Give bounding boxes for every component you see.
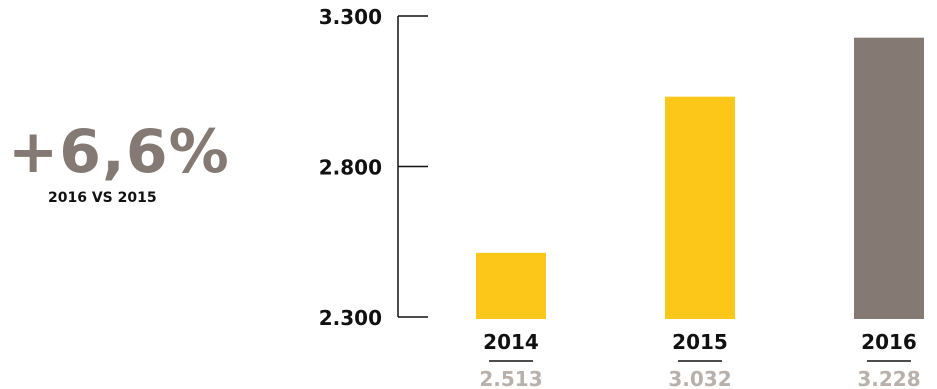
bar-2014 bbox=[476, 252, 546, 319]
bar-2015 bbox=[665, 96, 735, 319]
bar-value-label: 3.032 bbox=[668, 367, 731, 389]
x-category-label: 2016 bbox=[861, 330, 917, 354]
growth-percentage: +6,6% bbox=[8, 117, 230, 187]
x-category-label: 2014 bbox=[483, 330, 539, 354]
bar-value-label: 3.228 bbox=[857, 367, 920, 389]
bar-value-label: 2.513 bbox=[479, 367, 542, 389]
x-category-label: 2015 bbox=[672, 330, 728, 354]
bar-2016 bbox=[854, 37, 924, 320]
growth-comparison-caption: 2016 VS 2015 bbox=[48, 190, 157, 206]
y-tick-label: 2.800 bbox=[319, 156, 382, 180]
y-tick-label: 3.300 bbox=[319, 5, 382, 29]
y-tick-label: 2.300 bbox=[319, 306, 382, 330]
